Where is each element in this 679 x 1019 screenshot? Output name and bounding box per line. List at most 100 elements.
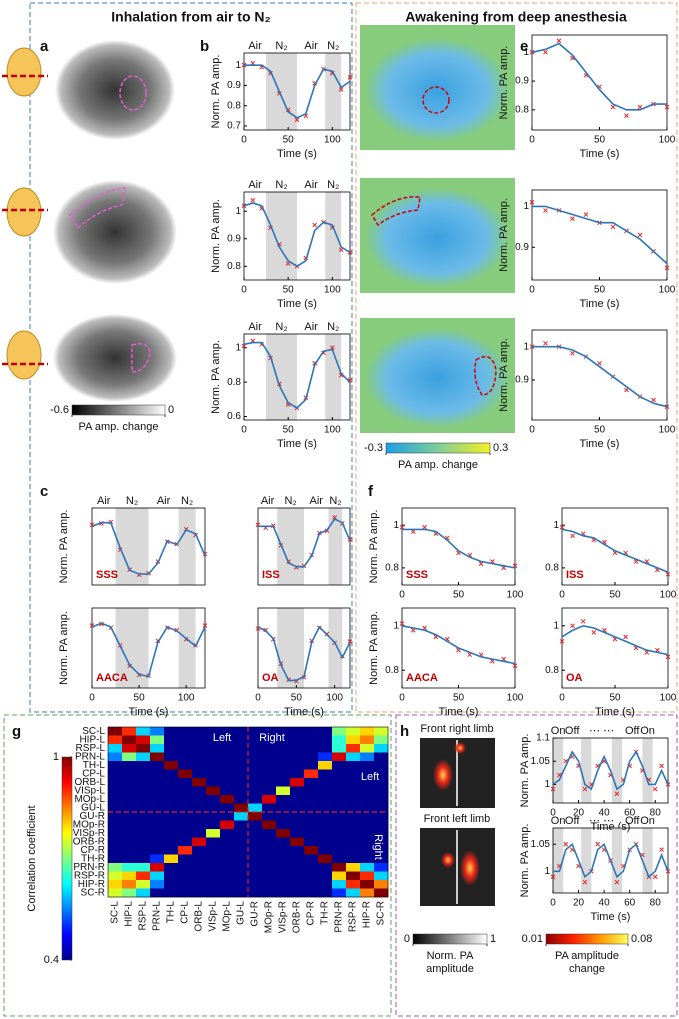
data-point — [570, 350, 575, 356]
heatmap-cell — [360, 727, 375, 736]
heatmap-cell — [332, 812, 347, 821]
heatmap-cell — [122, 812, 137, 821]
heatmap-cell — [220, 778, 235, 787]
data-point — [651, 397, 656, 403]
fit-line — [244, 64, 351, 119]
heatmap-cell — [346, 778, 361, 787]
heatmap-cell — [178, 761, 193, 770]
fit-line — [561, 624, 669, 656]
heatmap-cell — [332, 829, 347, 838]
heatmap-cell — [304, 812, 319, 821]
heatmap-cell — [192, 744, 207, 753]
x-tick-label: VISp-R — [278, 901, 289, 933]
x-axis-label: Time (s) — [129, 706, 169, 718]
heatmap-cell — [304, 735, 319, 745]
colorbar — [385, 442, 491, 454]
heatmap-cell — [318, 871, 333, 881]
heatmap-cell — [206, 837, 221, 847]
heatmap-cell — [206, 871, 221, 881]
region-label: Air — [304, 321, 318, 333]
y-tick-label: 1 — [523, 341, 529, 352]
roi — [69, 187, 126, 230]
heatmap-cell — [318, 803, 333, 813]
region-label: On — [640, 725, 655, 737]
data-point — [570, 533, 575, 539]
heatmap-cell — [290, 888, 305, 898]
y-axis-label: Norm. PA amp. — [498, 46, 510, 120]
y-tick-label: GU-R — [79, 811, 105, 822]
data-point — [422, 524, 427, 530]
data-point — [556, 38, 562, 44]
heatmap-cell — [248, 769, 263, 779]
heatmap-cell — [248, 854, 263, 864]
x-tick-label: 100 — [660, 693, 677, 704]
heatmap-cell — [290, 871, 305, 881]
heatmap-cell — [108, 778, 123, 787]
heatmap-cell — [122, 761, 137, 770]
data-point — [338, 87, 344, 92]
trace-label: SSS — [406, 569, 428, 581]
heatmap-cell — [276, 888, 291, 898]
data-point — [591, 630, 597, 635]
x-tick-label: GU-R — [250, 901, 261, 927]
colorbar-label: PA amp. change — [398, 459, 478, 471]
heatmap-cell — [374, 752, 389, 762]
heatmap-cell — [374, 863, 389, 872]
heatmap-cell — [220, 735, 235, 745]
x-axis-label: Time (s) — [277, 148, 317, 160]
heatmap-cell — [164, 829, 179, 838]
data-point — [543, 49, 548, 55]
head — [6, 187, 42, 237]
heatmap-cell — [150, 786, 165, 796]
heatmap-cell — [192, 871, 207, 881]
axes-frame — [531, 329, 668, 421]
heatmap-cell — [304, 888, 319, 898]
colorbar-tick-label: 0.01 — [522, 933, 543, 945]
pa-images — [53, 25, 515, 906]
data-point — [347, 74, 353, 80]
x-tick-label: HIP-R — [362, 901, 373, 928]
heatmap-cell — [192, 837, 207, 847]
axes-frame — [552, 737, 669, 804]
data-point — [623, 634, 628, 640]
heatmap-cell — [290, 752, 305, 762]
scan-image — [55, 40, 175, 140]
heatmap-cell — [178, 871, 193, 881]
data-point — [570, 623, 575, 629]
activation — [433, 759, 453, 791]
trace-label: OA — [262, 672, 279, 684]
data-point — [614, 791, 620, 797]
heatmap-cell — [136, 735, 151, 745]
x-tick-label: 100 — [324, 135, 341, 146]
x-axis-label: Time (s) — [277, 438, 317, 450]
region-label: Air — [261, 495, 275, 507]
x-tick-label: 50 — [453, 590, 465, 601]
heatmap-cell — [178, 888, 193, 898]
heatmap-cell — [318, 752, 333, 762]
y-tick-label: TH-L — [83, 760, 106, 771]
heatmap-cell — [360, 795, 375, 804]
x-tick-label: 0 — [550, 898, 556, 909]
heatmap-cell — [290, 854, 305, 864]
heatmap-cell — [248, 888, 263, 898]
x-tick-label: 100 — [326, 693, 343, 704]
heatmap-cell — [374, 803, 389, 813]
trace-label: AACA — [96, 672, 128, 684]
heatmap-cell — [360, 880, 375, 889]
heatmap-cell — [304, 820, 319, 830]
heatmap-cell — [136, 761, 151, 770]
heatmap-cell — [290, 769, 305, 779]
heatmap-cell — [206, 727, 221, 736]
heatmap-cell — [304, 837, 319, 847]
x-tick-label: 100 — [659, 135, 676, 146]
heatmap-cell — [206, 812, 221, 821]
data-point — [559, 524, 565, 530]
region-label: Off — [565, 815, 580, 827]
fit-line — [243, 202, 351, 268]
heatmap-cell — [346, 769, 361, 779]
data-point — [570, 216, 575, 221]
heatmap-cell — [332, 820, 347, 830]
heatmap-cell — [276, 871, 291, 881]
y-tick-label: 0.9 — [515, 76, 529, 87]
heatmap-cell — [108, 820, 123, 830]
